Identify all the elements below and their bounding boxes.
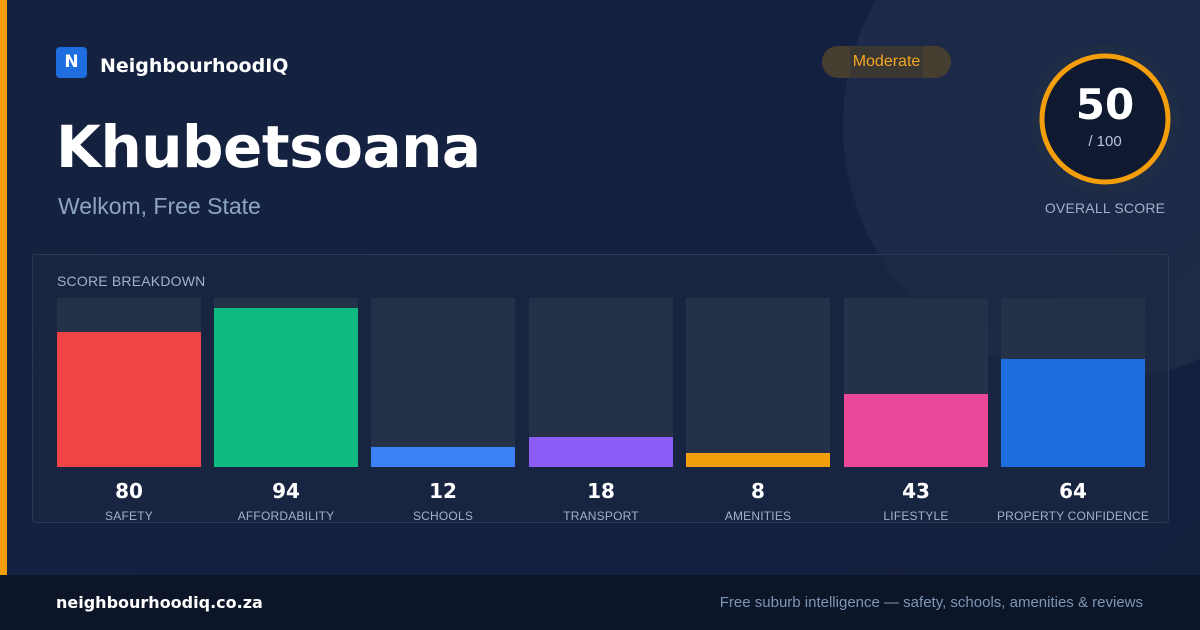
bar-fill — [214, 308, 358, 467]
score-ring-progress — [1039, 53, 1171, 185]
bar-value: 43 — [902, 479, 930, 503]
bar-fill — [1001, 359, 1145, 467]
bar-fill — [371, 447, 515, 467]
overall-score-caption: OVERALL SCORE — [1044, 200, 1166, 216]
bar-value: 18 — [587, 479, 615, 503]
footer-site-link[interactable]: neighbourhoodiq.co.za — [56, 593, 263, 612]
bar-value: 8 — [751, 479, 765, 503]
footer-tagline: Free suburb intelligence — safety, schoo… — [719, 594, 1143, 611]
bar-label: AFFORDABILITY — [237, 509, 335, 523]
bar-label: SAFETY — [105, 509, 153, 523]
bar-value: 80 — [115, 479, 143, 503]
brand-name: NeighbourhoodIQ — [100, 55, 289, 77]
bar-fill — [529, 437, 673, 467]
bar-track — [1001, 298, 1145, 467]
bar-label: SCHOOLS — [412, 509, 474, 523]
bar-fill — [686, 453, 830, 467]
bar-track — [371, 298, 515, 467]
breakdown-item: 12 SCHOOLS — [371, 298, 515, 524]
bar-track — [686, 298, 830, 467]
brand: N NeighbourhoodIQ — [56, 46, 288, 78]
bar-label: AMENITIES — [724, 509, 792, 523]
score-ring-icon — [1030, 44, 1180, 194]
overall-score-value: 50 — [1075, 80, 1135, 129]
overall-score-max: / 100 — [1088, 133, 1122, 150]
bar-value: 64 — [1059, 479, 1087, 503]
bar-value: 94 — [272, 479, 300, 503]
bar-track — [529, 298, 673, 467]
breakdown-item: 43 LIFESTYLE — [844, 298, 988, 524]
breakdown-item: 80 SAFETY — [57, 298, 201, 524]
logo-icon: N — [56, 46, 87, 78]
breakdown-item: 8 AMENITIES — [686, 298, 830, 524]
bar-label: PROPERTY CONFIDENCE — [996, 509, 1150, 523]
breakdown-item: 64 PROPERTY CONFIDENCE — [997, 298, 1149, 524]
score-breakdown-panel: SCORE BREAKDOWN 80 SAFETY 94 AFFORDABILITY 1… — [32, 254, 1169, 523]
suburb-location: Welkom, Free State — [58, 193, 261, 219]
bar-track — [844, 298, 988, 467]
suburb-title: Khubetsoana — [56, 113, 481, 181]
bar-label: LIFESTYLE — [883, 509, 949, 523]
breakdown-title: SCORE BREAKDOWN — [57, 273, 206, 289]
bar-track — [57, 298, 201, 467]
bar-value: 12 — [429, 479, 457, 503]
bar-track — [214, 298, 358, 467]
breakdown-item: 94 AFFORDABILITY — [214, 298, 358, 524]
bar-label: TRANSPORT — [563, 509, 639, 523]
footer: neighbourhoodiq.co.za Free suburb intell… — [0, 575, 1200, 630]
rating-badge: Moderate — [822, 46, 951, 78]
accent-stripe — [0, 0, 7, 575]
bar-fill — [844, 394, 988, 467]
overall-score-ring: 50 / 100 — [1030, 44, 1180, 194]
breakdown-item: 18 TRANSPORT — [529, 298, 673, 524]
rating-badge-label: Moderate — [852, 53, 921, 70]
bar-fill — [57, 332, 201, 467]
